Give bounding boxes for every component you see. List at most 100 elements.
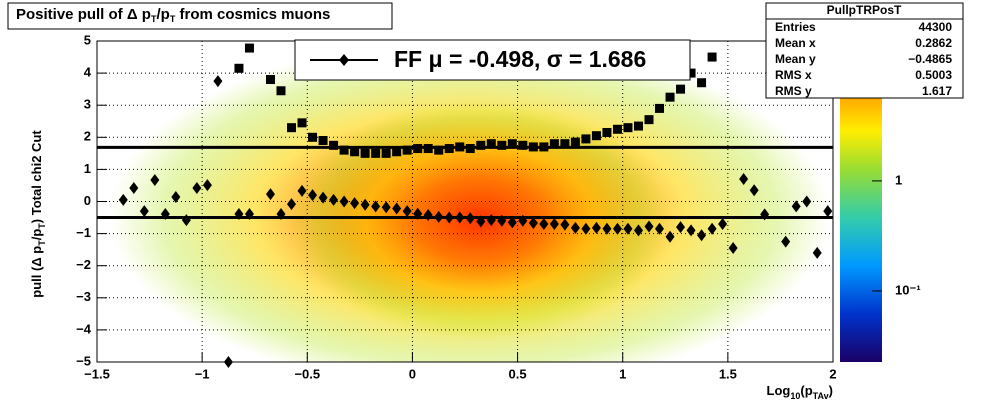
y-tick-label: −1 — [76, 225, 91, 240]
title-box — [7, 2, 393, 30]
label-part: T — [151, 14, 157, 24]
diamond-marker — [455, 211, 465, 224]
label-part: from cosmics muons — [175, 6, 330, 23]
diamond-marker — [812, 246, 822, 259]
diamond-marker — [602, 222, 612, 235]
square-marker — [413, 144, 423, 154]
label-part: TAv — [813, 391, 829, 401]
diamond-marker — [329, 193, 339, 206]
stats-value: 0.2862 — [915, 36, 952, 50]
diamond-marker — [539, 217, 549, 230]
x-tick-label: −1.5 — [84, 366, 110, 381]
square-marker — [444, 144, 454, 154]
label-part: T — [37, 223, 47, 229]
square-marker — [497, 140, 507, 150]
stats-value: 0.5003 — [915, 68, 952, 82]
diamond-marker — [434, 210, 444, 223]
diamond-marker — [718, 217, 728, 230]
square-marker — [570, 137, 580, 147]
chart-title: Positive pull of Δ pT/pT from cosmics mu… — [16, 6, 330, 24]
square-marker — [665, 92, 675, 102]
square-marker — [655, 103, 665, 113]
diamond-marker — [118, 193, 128, 206]
square-marker — [591, 131, 601, 141]
diamond-marker — [339, 195, 349, 208]
square-marker — [265, 75, 275, 85]
diamond-marker — [633, 224, 643, 237]
diamond-marker — [707, 222, 717, 235]
diamond-marker — [265, 188, 275, 201]
diamond-marker — [686, 224, 696, 237]
label-part: 10 — [790, 391, 800, 401]
y-tick-label: −2 — [76, 257, 91, 272]
diamond-marker — [665, 230, 675, 243]
square-marker — [350, 147, 360, 157]
x-tick-label: −1 — [195, 366, 210, 381]
stats-value: 1.617 — [922, 84, 952, 98]
square-marker — [560, 139, 570, 149]
y-tick-label: 1 — [84, 161, 91, 176]
legend-text: FF μ = -0.498, σ = 1.686 — [394, 46, 646, 72]
square-marker — [297, 118, 307, 128]
x-tick-label: 2 — [829, 366, 836, 381]
diamond-marker — [287, 198, 297, 211]
diamond-marker — [760, 208, 770, 221]
stats-name: Entries — [775, 20, 816, 34]
diamond-marker — [739, 173, 749, 186]
diamond-marker — [318, 191, 328, 204]
diamond-marker — [350, 197, 360, 210]
diamond-marker — [623, 222, 633, 235]
diamond-marker — [644, 220, 654, 233]
diamond-marker — [129, 182, 139, 195]
square-marker — [392, 147, 402, 157]
square-marker — [234, 63, 244, 73]
stats-name: RMS y — [775, 84, 812, 98]
y-tick-label: 3 — [84, 97, 91, 112]
diamond-marker — [791, 200, 801, 213]
square-marker — [612, 124, 622, 134]
diamond-marker — [297, 184, 307, 197]
diamond-marker — [507, 216, 517, 229]
diamond-marker — [612, 222, 622, 235]
square-marker — [434, 145, 444, 155]
diamond-marker — [308, 189, 318, 202]
square-marker — [308, 132, 318, 142]
diamond-marker — [371, 200, 381, 213]
square-marker — [507, 139, 517, 149]
diamond-marker — [213, 75, 223, 88]
diamond-marker — [476, 215, 486, 228]
square-marker — [318, 136, 328, 146]
stats-name: RMS x — [775, 68, 812, 82]
x-tick-label: 1 — [619, 366, 626, 381]
label-part: /p — [156, 6, 169, 23]
y-tick-label: −4 — [76, 321, 92, 336]
square-marker — [455, 142, 465, 152]
diamond-marker — [560, 218, 570, 231]
diamond-marker — [202, 179, 212, 192]
diamond-marker — [486, 214, 496, 227]
stats-value: −0.4865 — [908, 52, 952, 66]
stats-value: 44300 — [919, 20, 953, 34]
diamond-marker — [150, 173, 160, 186]
diamond-marker — [581, 222, 591, 235]
square-marker — [623, 123, 633, 133]
stats-title: PullpTRPosT — [827, 3, 902, 17]
label-part: pull (Δ p — [29, 246, 44, 298]
square-marker — [549, 139, 559, 149]
square-marker — [486, 139, 496, 149]
diamond-marker — [528, 217, 538, 230]
diamond-marker — [381, 201, 391, 214]
y-tick-label: −3 — [76, 289, 91, 304]
diamond-marker — [276, 208, 286, 221]
x-tick-label: 1.5 — [719, 366, 737, 381]
z-tick-label: 10⁻¹ — [895, 282, 921, 297]
diamond-marker — [518, 214, 528, 227]
square-marker — [644, 115, 654, 125]
square-marker — [633, 121, 643, 131]
square-marker — [381, 148, 391, 158]
diamond-marker — [655, 222, 665, 235]
diamond-marker — [697, 229, 707, 242]
diamond-marker — [823, 205, 833, 218]
diamond-marker — [444, 211, 454, 224]
